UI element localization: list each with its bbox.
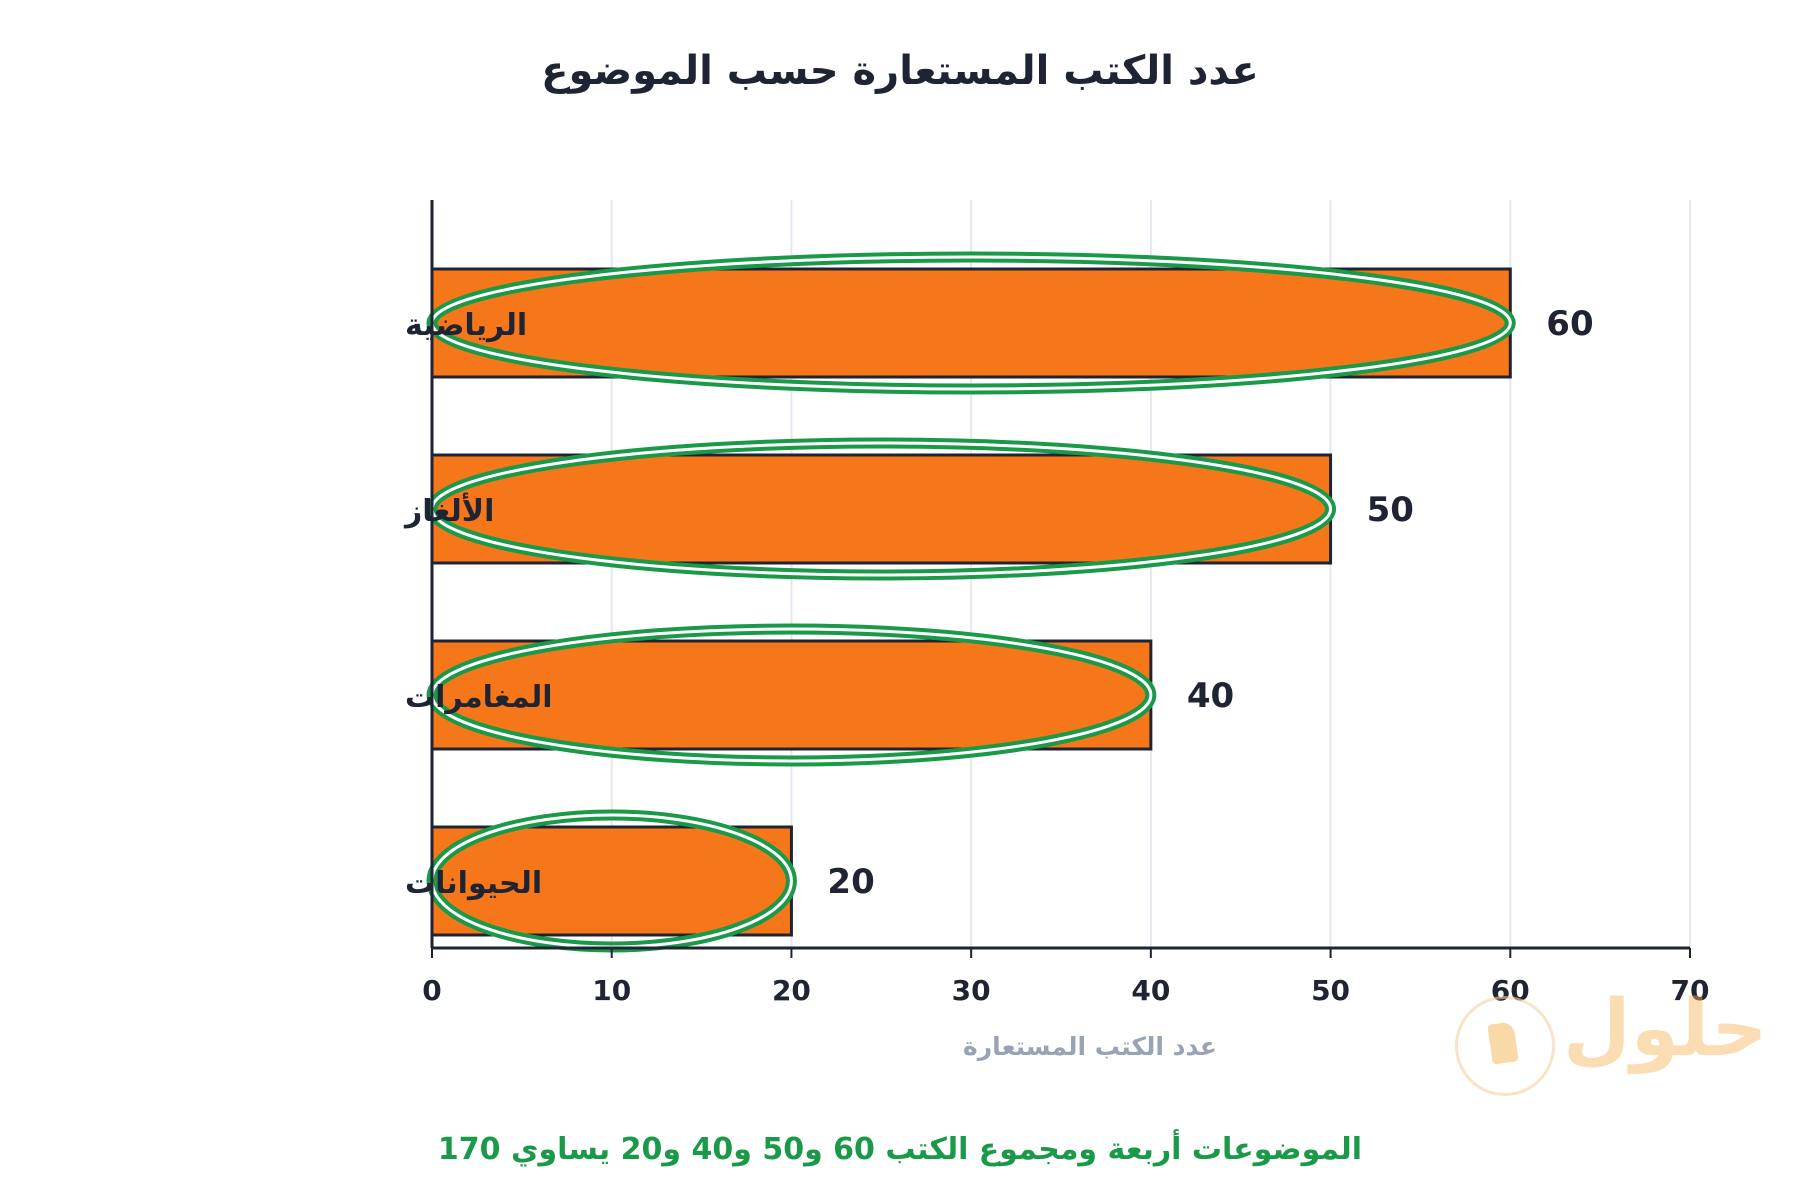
logo-text: حلول (1563, 984, 1768, 1074)
book-seal-icon (1455, 996, 1555, 1096)
data-label: 20 (827, 862, 874, 902)
category-label: الألغاز (403, 492, 494, 529)
data-label: 50 (1367, 490, 1414, 530)
x-tick-label: 30 (952, 974, 991, 1007)
summary-note: الموضوعات أربعة ومجموع الكتب 60 و50 و40 … (437, 1132, 1363, 1167)
bars (430, 267, 1512, 937)
x-tick-label: 70 (1671, 974, 1710, 1007)
bar (430, 267, 1512, 379)
chart-title: عدد الكتب المستعارة حسب الموضوع (541, 48, 1259, 94)
category-label: المغامرات (405, 680, 553, 715)
axes (430, 200, 1691, 958)
x-tick-label: 50 (1311, 974, 1350, 1007)
site-logo: حلول (1455, 984, 1768, 1100)
data-label: 40 (1187, 676, 1234, 716)
category-label: الحيوانات (405, 866, 542, 901)
bar (430, 453, 1333, 565)
x-tick-label: 0 (422, 974, 441, 1007)
category-label: الرياضية (405, 308, 527, 343)
x-tick-label: 40 (1131, 974, 1170, 1007)
x-tick-label: 10 (592, 974, 631, 1007)
x-tick-label: 20 (772, 974, 811, 1007)
data-label: 60 (1546, 304, 1593, 344)
bar (430, 639, 1153, 751)
x-axis-label: عدد الكتب المستعارة (963, 1032, 1217, 1061)
